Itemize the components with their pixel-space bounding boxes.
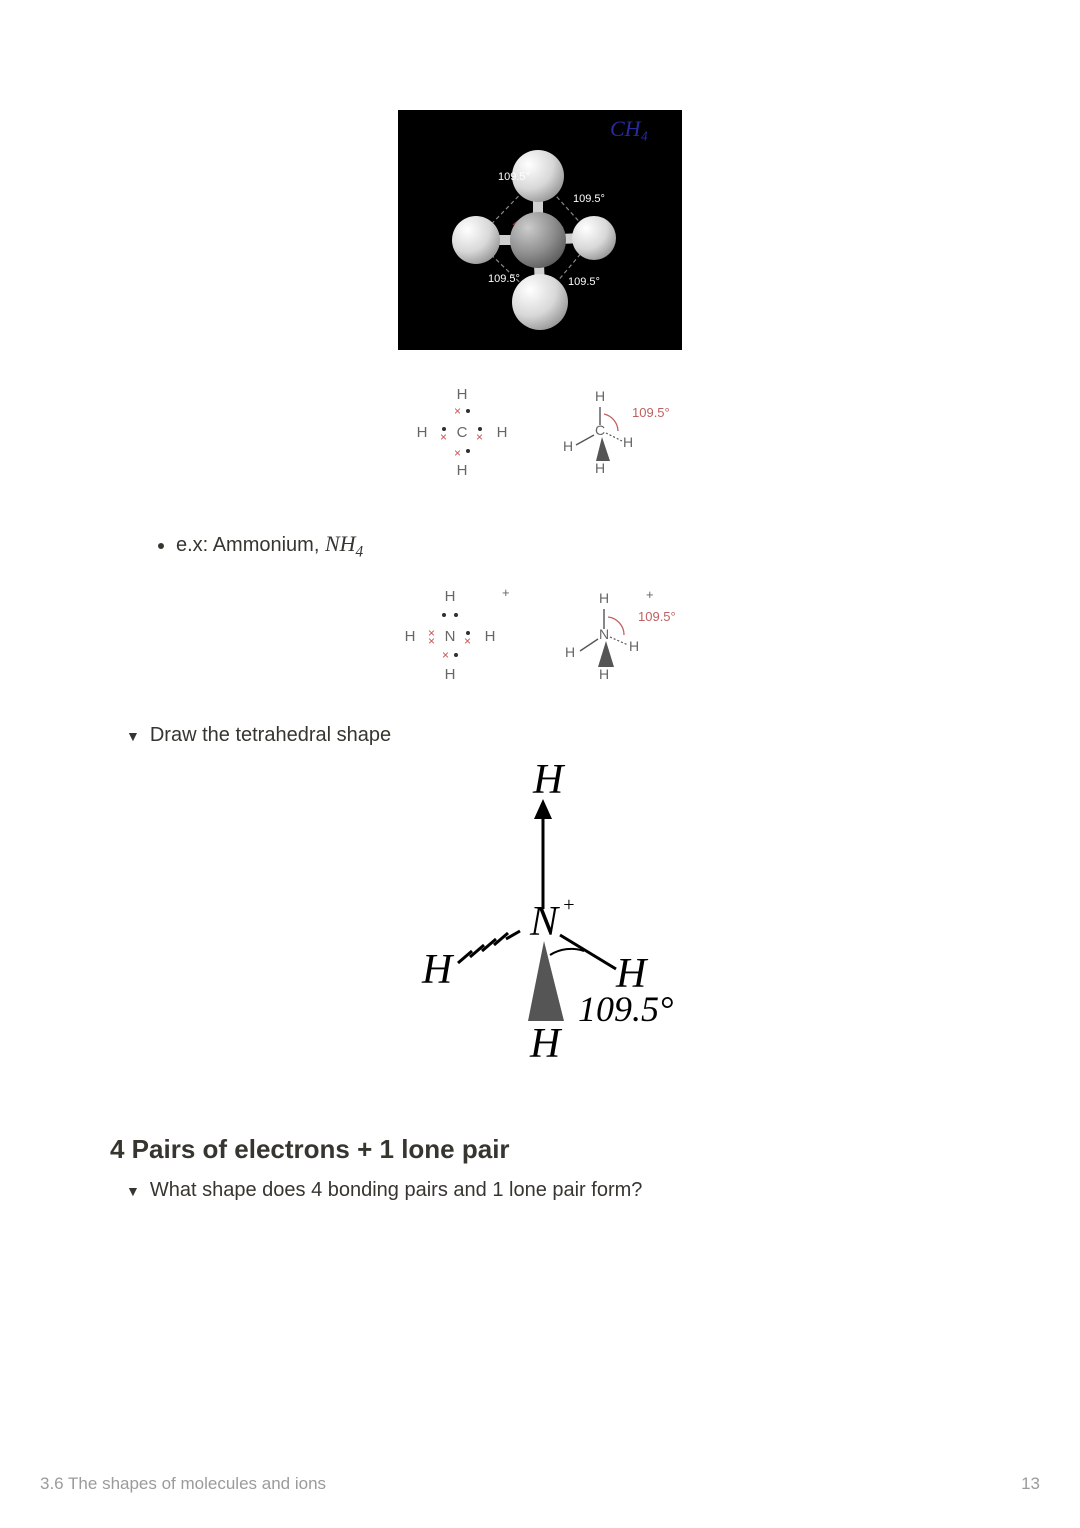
tetrahedral-drawing-figure: H N + H H H 109.5° bbox=[110, 759, 970, 1074]
svg-text:H: H bbox=[445, 666, 456, 683]
svg-text:H: H bbox=[457, 462, 468, 479]
svg-text:+: + bbox=[562, 894, 576, 916]
svg-text:109.5°: 109.5° bbox=[498, 171, 530, 183]
svg-text:×: × bbox=[464, 634, 471, 648]
svg-text:H: H bbox=[565, 644, 575, 660]
svg-text:+: + bbox=[502, 585, 510, 600]
example-ammonium: e.x: Ammonium, NH4 bbox=[176, 526, 970, 565]
page-footer: 3.6 The shapes of molecules and ions 13 bbox=[40, 1474, 1040, 1494]
svg-text:H: H bbox=[595, 388, 605, 404]
svg-text:H: H bbox=[497, 424, 508, 441]
svg-text:H: H bbox=[599, 590, 609, 606]
svg-text:H: H bbox=[421, 947, 455, 993]
chevron-down-icon: ▼ bbox=[126, 728, 140, 744]
footer-title: 3.6 The shapes of molecules and ions bbox=[40, 1474, 326, 1494]
tetrahedral-drawing-svg: H N + H H H 109.5° bbox=[360, 759, 720, 1069]
toggle-label: What shape does 4 bonding pairs and 1 lo… bbox=[150, 1179, 643, 1202]
svg-text:+: + bbox=[646, 587, 654, 602]
formula-nh4: NH4 bbox=[325, 531, 363, 556]
ammonium-lewis-svg: H H N H H + ×× ×× H H H bbox=[390, 579, 690, 691]
svg-text:×: × bbox=[454, 446, 461, 460]
toggle-label: Draw the tetrahedral shape bbox=[150, 724, 391, 747]
svg-text:H: H bbox=[405, 628, 416, 645]
chevron-down-icon: ▼ bbox=[126, 1183, 140, 1199]
svg-text:N: N bbox=[529, 899, 560, 945]
svg-text:H: H bbox=[417, 424, 428, 441]
footer-page-number: 13 bbox=[1021, 1474, 1040, 1494]
example-list: e.x: Ammonium, NH4 bbox=[110, 526, 970, 565]
svg-text:×: × bbox=[442, 648, 449, 662]
methane-3d-svg: CH₄ bbox=[398, 110, 682, 350]
svg-text:CH₄: CH₄ bbox=[610, 116, 648, 141]
methane-lewis-svg: H H C H H × × × × H H H H bbox=[400, 379, 680, 487]
svg-text:H: H bbox=[532, 759, 566, 803]
svg-text:×: × bbox=[476, 430, 483, 444]
example-prefix: e.x: Ammonium, bbox=[176, 534, 325, 556]
svg-text:H: H bbox=[485, 628, 496, 645]
svg-text:×: × bbox=[440, 430, 447, 444]
methane-lewis-figure: H H C H H × × × × H H H H bbox=[110, 379, 970, 492]
toggle-4bonding-1lone[interactable]: ▼ What shape does 4 bonding pairs and 1 … bbox=[126, 1179, 970, 1202]
heading-4pairs-1lone: 4 Pairs of electrons + 1 lone pair bbox=[110, 1134, 970, 1165]
svg-text:H: H bbox=[623, 434, 633, 450]
svg-text:H: H bbox=[629, 638, 639, 654]
svg-text:H: H bbox=[595, 460, 605, 476]
svg-text:109.5°: 109.5° bbox=[573, 193, 605, 205]
svg-text:109.5°: 109.5° bbox=[488, 273, 520, 285]
svg-text:×: × bbox=[428, 634, 435, 648]
svg-text:109.5°: 109.5° bbox=[638, 609, 676, 624]
svg-text:109.5°: 109.5° bbox=[578, 989, 673, 1029]
svg-text:H: H bbox=[563, 438, 573, 454]
svg-text:H: H bbox=[457, 386, 468, 403]
svg-text:×: × bbox=[454, 404, 461, 418]
svg-text:H: H bbox=[529, 1021, 563, 1067]
toggle-draw-tetrahedral[interactable]: ▼ Draw the tetrahedral shape bbox=[126, 724, 970, 747]
ammonium-lewis-figure: H H N H H + ×× ×× H H H bbox=[110, 579, 970, 696]
svg-text:109.5°: 109.5° bbox=[632, 405, 670, 420]
methane-3d-figure: CH₄ bbox=[110, 110, 970, 355]
svg-text:N: N bbox=[445, 628, 456, 645]
svg-text:109.5°: 109.5° bbox=[568, 276, 600, 288]
svg-text:C: C bbox=[457, 424, 468, 441]
svg-text:H: H bbox=[599, 666, 609, 682]
svg-text:H: H bbox=[445, 588, 456, 605]
